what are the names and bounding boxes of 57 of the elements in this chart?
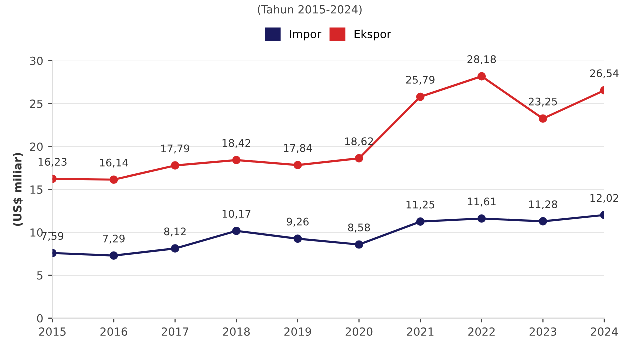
point <box>478 72 486 81</box>
point <box>539 114 548 124</box>
point <box>232 226 241 236</box>
x-tick-label: 2016 <box>100 328 128 336</box>
y-tick-label: 0 <box>37 314 43 323</box>
data-label: 11,61 <box>468 198 496 207</box>
data-label: 18,62 <box>345 138 374 147</box>
x-tick-label: 2020 <box>346 328 373 336</box>
legend-label: Impor <box>290 30 322 41</box>
data-label: 26,54 <box>590 70 619 79</box>
y-tick-label: 30 <box>30 56 43 66</box>
x-tick-label: 2015 <box>39 328 66 336</box>
point <box>294 234 302 244</box>
point <box>110 176 118 184</box>
data-label: 7,29 <box>103 234 125 244</box>
data-label: 7,59 <box>42 232 64 242</box>
data-label: 17,84 <box>284 144 312 154</box>
chart-subtitle: (Tahun 2015-2024) <box>258 5 362 16</box>
point <box>232 156 241 164</box>
legend-label: Ekspor <box>354 30 392 41</box>
data-label: 8,12 <box>164 228 186 237</box>
data-label: 11,28 <box>529 200 558 210</box>
point <box>416 218 425 226</box>
y-tick-label: 20 <box>30 142 43 152</box>
point <box>294 161 302 170</box>
point <box>171 244 180 253</box>
y-tick-label: 5 <box>37 272 43 280</box>
data-label: 10,17 <box>222 210 251 220</box>
x-tick-label: 2024 <box>591 328 618 336</box>
data-label: 28,18 <box>468 56 496 64</box>
data-label: 16,14 <box>100 158 128 168</box>
data-label: 11,25 <box>406 200 435 210</box>
point <box>355 154 364 163</box>
y-tick-label: 10 <box>30 228 43 237</box>
x-tick-label: 2021 <box>407 328 434 336</box>
x-tick-label: 2023 <box>530 328 556 336</box>
data-label: 18,42 <box>222 139 250 148</box>
data-label: 8,58 <box>348 224 370 233</box>
data-label: 17,79 <box>162 144 190 154</box>
data-label: 12,02 <box>590 194 618 204</box>
point <box>171 162 180 170</box>
point <box>355 240 364 249</box>
x-tick-label: 2017 <box>162 328 189 336</box>
point <box>539 217 548 226</box>
y-tick-label: 15 <box>30 186 43 194</box>
point <box>110 252 118 260</box>
data-label: 9,26 <box>287 218 309 227</box>
data-label: 25,79 <box>406 76 435 85</box>
y-tick-label: 25 <box>30 100 43 108</box>
x-tick-label: 2022 <box>468 328 495 336</box>
data-label: 16,23 <box>38 158 67 168</box>
y-axis-title: (US$ miliar) <box>13 153 24 226</box>
point <box>478 214 486 223</box>
x-tick-label: 2018 <box>223 328 250 336</box>
data-label: 23,25 <box>529 98 558 107</box>
point <box>416 92 425 102</box>
x-tick-label: 2019 <box>284 328 312 336</box>
